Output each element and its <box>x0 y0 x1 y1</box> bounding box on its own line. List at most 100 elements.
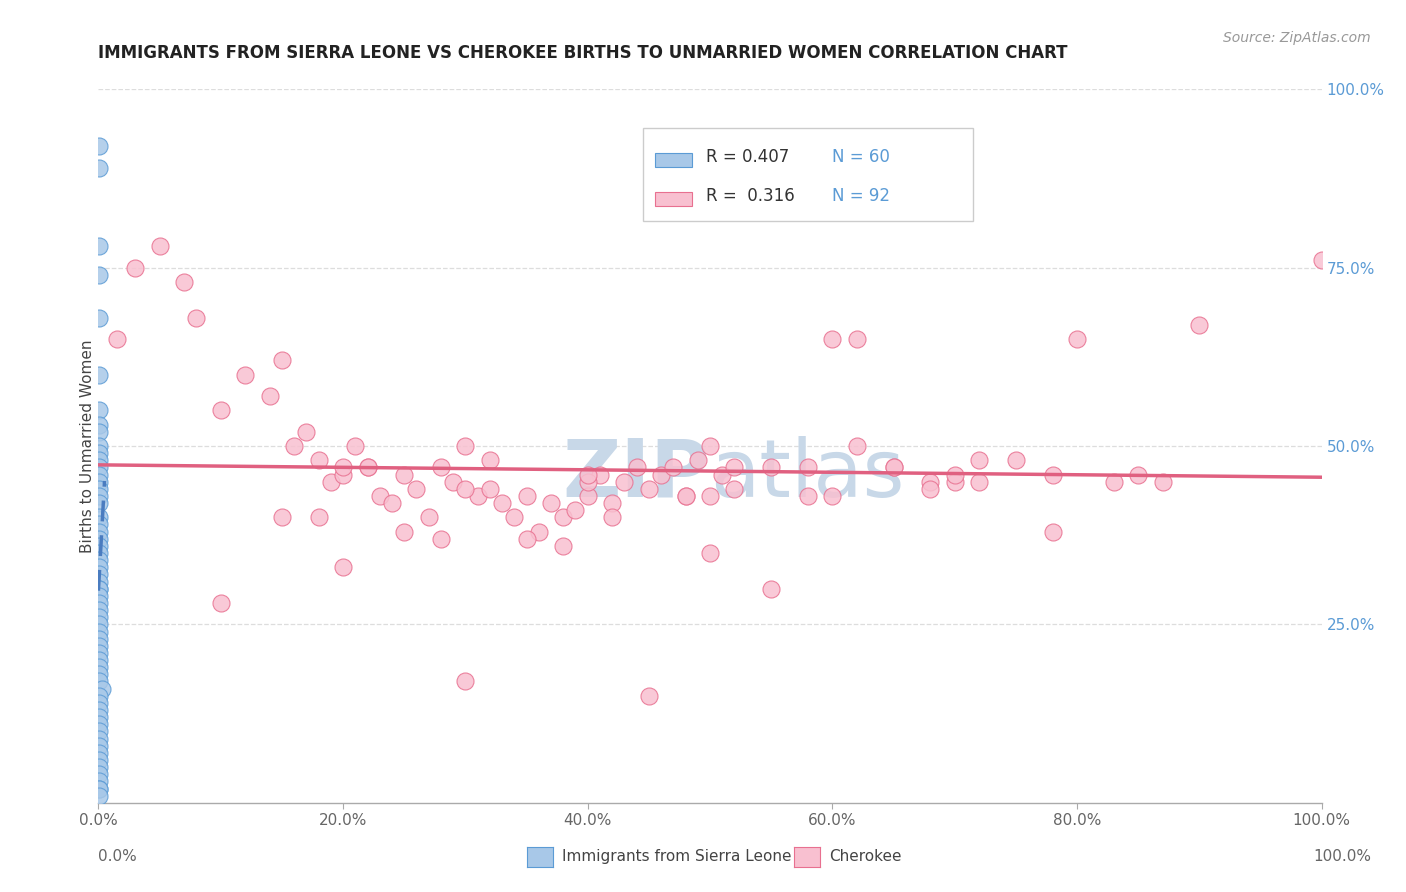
Point <box>87 368 110 382</box>
Point <box>91 681 114 696</box>
Point <box>89 553 111 567</box>
Point <box>87 446 110 460</box>
Point <box>89 574 111 589</box>
Point <box>87 524 110 539</box>
Point <box>87 767 110 781</box>
Point <box>87 774 110 789</box>
Point <box>441 475 464 489</box>
Point <box>308 453 330 467</box>
Point <box>87 582 110 596</box>
Point <box>89 789 111 803</box>
Point <box>943 467 966 482</box>
Point <box>87 710 110 724</box>
Point <box>356 460 378 475</box>
Point <box>87 517 110 532</box>
Point <box>87 646 110 660</box>
Point <box>699 546 721 560</box>
Point <box>699 439 721 453</box>
Point <box>87 475 110 489</box>
Text: N = 60: N = 60 <box>832 148 890 166</box>
Point <box>89 617 111 632</box>
Point <box>89 403 111 417</box>
Point <box>87 632 110 646</box>
Point <box>259 389 281 403</box>
Point <box>87 560 110 574</box>
Point <box>332 560 354 574</box>
Point <box>87 539 110 553</box>
Point <box>87 781 110 796</box>
Point <box>344 439 367 453</box>
Point <box>89 268 111 282</box>
Point <box>553 510 575 524</box>
Point <box>89 546 111 560</box>
Point <box>723 482 745 496</box>
Point <box>405 482 427 496</box>
Point <box>761 582 783 596</box>
Point <box>589 467 612 482</box>
Point <box>1004 453 1026 467</box>
Point <box>149 239 172 253</box>
Point <box>89 639 111 653</box>
Text: 100.0%: 100.0% <box>1313 849 1371 863</box>
Point <box>761 460 783 475</box>
Point <box>600 496 623 510</box>
Point <box>186 310 208 325</box>
Point <box>967 475 990 489</box>
Point <box>454 482 477 496</box>
Point <box>332 467 354 482</box>
Point <box>87 689 110 703</box>
Point <box>392 524 416 539</box>
Point <box>89 310 111 325</box>
Point <box>89 425 111 439</box>
Point <box>368 489 391 503</box>
Point <box>87 653 110 667</box>
Point <box>711 467 734 482</box>
Point <box>332 460 354 475</box>
Point <box>87 582 110 596</box>
Point <box>87 746 110 760</box>
Point <box>87 589 110 603</box>
Point <box>89 482 111 496</box>
Point <box>454 439 477 453</box>
Point <box>516 489 538 503</box>
Text: atlas: atlas <box>710 435 904 514</box>
Point <box>89 453 111 467</box>
Point <box>576 475 599 489</box>
Point <box>613 475 636 489</box>
Point <box>381 496 404 510</box>
Point <box>686 453 709 467</box>
Point <box>1152 475 1174 489</box>
Point <box>600 510 623 524</box>
Point <box>270 353 294 368</box>
Point <box>270 510 294 524</box>
Point <box>233 368 256 382</box>
Point <box>87 610 110 624</box>
Point <box>967 453 990 467</box>
Point <box>576 489 599 503</box>
Point <box>87 417 110 432</box>
FancyBboxPatch shape <box>655 153 692 167</box>
Point <box>87 717 110 731</box>
Point <box>821 489 844 503</box>
Point <box>87 624 110 639</box>
Point <box>87 724 110 739</box>
Point <box>89 731 111 746</box>
Point <box>209 403 232 417</box>
Point <box>1188 318 1211 332</box>
Point <box>503 510 526 524</box>
Text: R = 0.407: R = 0.407 <box>706 148 790 166</box>
Point <box>845 332 868 346</box>
Point <box>89 467 111 482</box>
Point <box>516 532 538 546</box>
Point <box>430 532 453 546</box>
Point <box>675 489 697 503</box>
Point <box>1128 467 1150 482</box>
Point <box>943 475 966 489</box>
Point <box>308 510 330 524</box>
Point <box>319 475 342 489</box>
Point <box>553 539 575 553</box>
Point <box>87 496 110 510</box>
Point <box>467 489 489 503</box>
Text: ZIP: ZIP <box>562 435 710 514</box>
Y-axis label: Births to Unmarried Women: Births to Unmarried Women <box>80 339 94 553</box>
